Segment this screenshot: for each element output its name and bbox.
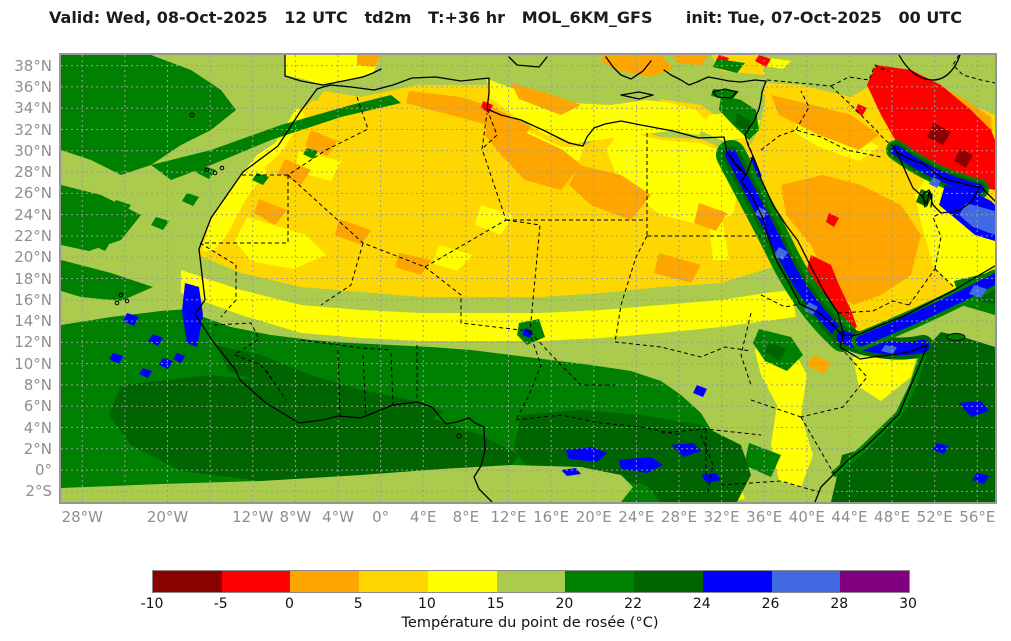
lon-tick-label: 8°E bbox=[452, 508, 480, 526]
persian-gulf bbox=[886, 140, 995, 241]
lon-tick-label: 48°E bbox=[874, 508, 911, 526]
lat-tick-label: 30°N bbox=[14, 141, 52, 160]
lat-tick-label: 22°N bbox=[14, 226, 52, 245]
lat-tick-label: 0° bbox=[34, 461, 52, 480]
colorbar-ticks: -10 -5 0 5 10 15 20 22 24 26 28 30 bbox=[141, 596, 917, 614]
colorbar-tick-label: 22 bbox=[624, 596, 642, 612]
colorbar-tick-label: 15 bbox=[486, 596, 505, 612]
lon-tick-label: 4°E bbox=[409, 508, 437, 526]
field-equatorial-band bbox=[61, 465, 633, 502]
lat-tick-label: 28°N bbox=[14, 163, 52, 182]
graticule bbox=[61, 55, 995, 502]
lat-tick-label: 12°N bbox=[14, 333, 52, 352]
lat-tick-label: 32°N bbox=[14, 120, 52, 139]
colorbar-caption: Température du point de rosée (°C) bbox=[401, 615, 659, 631]
lon-tick-label: 32°E bbox=[703, 508, 740, 526]
colorbar-tick-label: -10 bbox=[140, 596, 164, 612]
lat-tick-label: 26°N bbox=[14, 184, 52, 203]
country-borders bbox=[199, 55, 995, 496]
lat-tick-label: 38°N bbox=[14, 56, 52, 75]
lon-tick-label: 24°E bbox=[618, 508, 655, 526]
lon-tick-label: 44°E bbox=[831, 508, 868, 526]
lat-tick-label: 24°N bbox=[14, 205, 52, 224]
map-frame bbox=[59, 53, 997, 504]
weather-map bbox=[61, 55, 995, 502]
lat-tick-label: 14°N bbox=[14, 312, 52, 331]
colorbar-segment bbox=[427, 571, 497, 592]
colorbar-tick-label: 5 bbox=[353, 596, 363, 612]
colorbar-segment bbox=[290, 571, 360, 592]
colorbar-tick-label: -5 bbox=[213, 596, 228, 612]
lat-tick-label: 2°S bbox=[25, 482, 52, 501]
lon-tick-label: 20°W bbox=[146, 508, 189, 526]
lon-tick-label: 0° bbox=[372, 508, 390, 526]
lat-tick-label: 34°N bbox=[14, 99, 52, 118]
lat-tick-label: 6°N bbox=[23, 397, 52, 416]
colorbar-segment bbox=[634, 571, 703, 592]
lon-tick-label: 12°E bbox=[490, 508, 527, 526]
field-europe bbox=[285, 55, 547, 85]
lon-tick-label: 16°E bbox=[533, 508, 570, 526]
lon-tick-label: 52°E bbox=[916, 508, 953, 526]
colorbar-segment bbox=[702, 571, 772, 592]
colorbar-tick-label: 28 bbox=[830, 596, 849, 612]
lat-tick-label: 18°N bbox=[14, 269, 52, 288]
lon-tick-label: 20°E bbox=[575, 508, 612, 526]
colorbar-segment bbox=[771, 571, 841, 592]
colorbar-segment bbox=[153, 571, 222, 592]
lat-tick-label: 4°N bbox=[23, 418, 52, 437]
colorbar-tick-label: 24 bbox=[692, 596, 711, 612]
field-blue-specks bbox=[109, 283, 989, 484]
lat-tick-label: 2°N bbox=[23, 439, 52, 458]
colorbar-tick-label: 20 bbox=[555, 596, 574, 612]
colorbar bbox=[152, 570, 910, 593]
colorbar-segment bbox=[221, 571, 291, 592]
lat-tick-label: 16°N bbox=[14, 290, 52, 309]
lon-tick-label: 28°W bbox=[61, 508, 104, 526]
lat-tick-label: 36°N bbox=[14, 77, 52, 96]
colorbar-tick-label: 26 bbox=[761, 596, 780, 612]
field-red bbox=[481, 55, 995, 333]
colorbar-tick-label: 30 bbox=[899, 596, 917, 612]
lon-tick-label: 40°E bbox=[788, 508, 825, 526]
lon-tick-label: 4°W bbox=[322, 508, 354, 526]
plot-title: Valid: Wed, 08-Oct-2025 12 UTC td2m T:+3… bbox=[49, 8, 962, 27]
lat-tick-label: 10°N bbox=[14, 354, 52, 373]
lat-tick-label: 8°N bbox=[23, 375, 52, 394]
colorbar-segment bbox=[565, 571, 635, 592]
lon-tick-label: 56°E bbox=[959, 508, 996, 526]
gulf-of-aden bbox=[832, 269, 995, 360]
lon-tick-label: 28°E bbox=[660, 508, 698, 526]
colorbar-tick-label: 10 bbox=[417, 596, 436, 612]
colorbar-segment bbox=[359, 571, 428, 592]
lon-tick-label: 12°W bbox=[232, 508, 274, 526]
lon-tick-label: 8°W bbox=[279, 508, 312, 526]
colorbar-tick-label: 0 bbox=[284, 596, 294, 612]
colorbar-segment bbox=[496, 571, 566, 592]
lon-tick-label: 36°E bbox=[746, 508, 783, 526]
colorbar-segment bbox=[840, 571, 910, 592]
lat-tick-label: 20°N bbox=[14, 248, 52, 267]
